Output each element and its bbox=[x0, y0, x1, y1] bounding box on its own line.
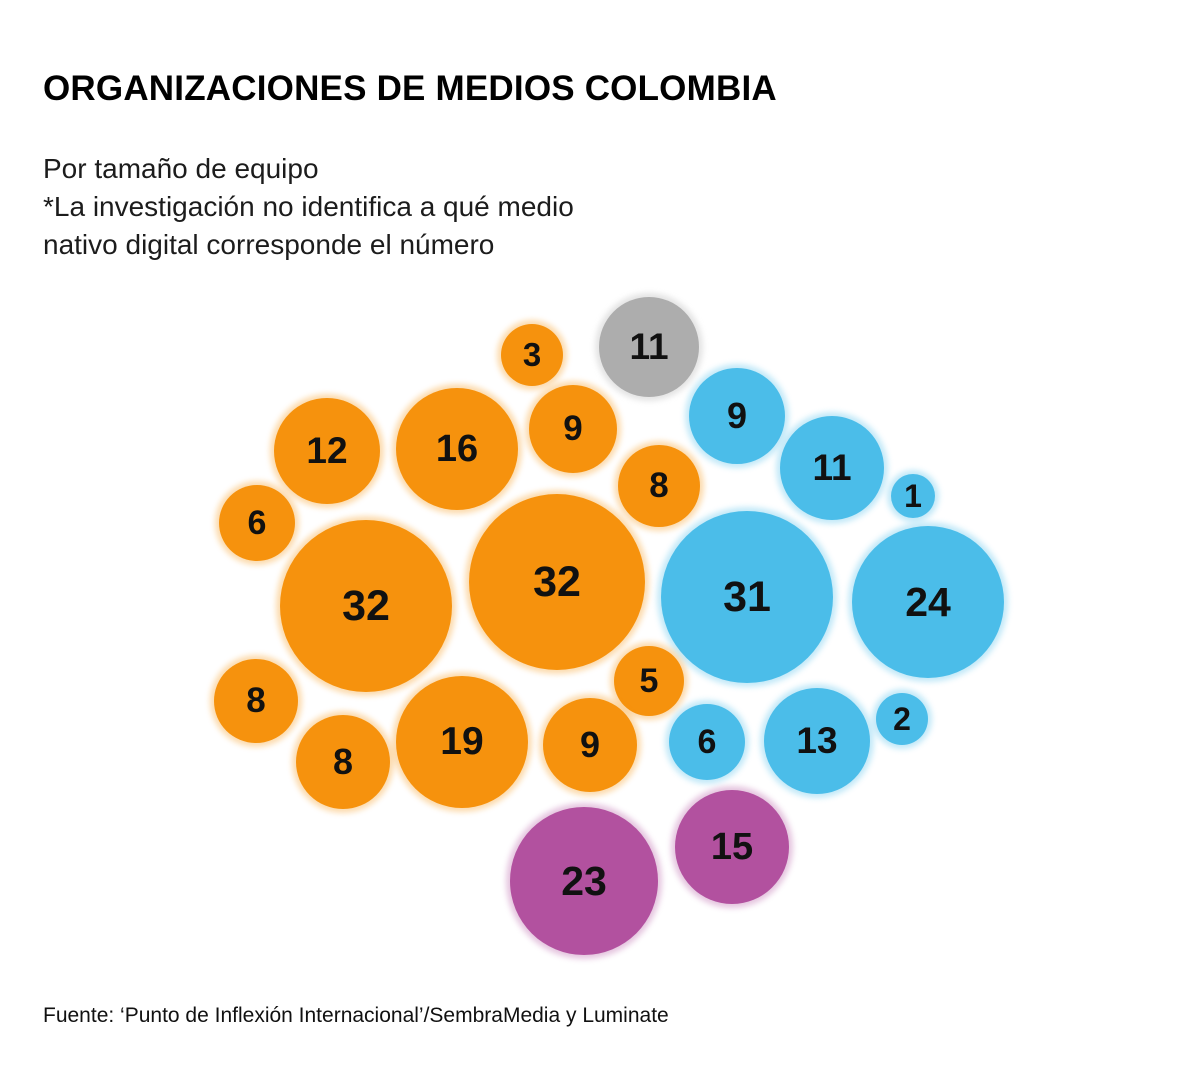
bubble-orange-5: 5 bbox=[614, 646, 684, 716]
bubble-gray-11: 11 bbox=[599, 297, 699, 397]
bubble-orange-32: 32 bbox=[469, 494, 645, 670]
bubble-orange-9: 9 bbox=[529, 385, 617, 473]
bubble-orange-16: 16 bbox=[396, 388, 518, 510]
bubble-blue-31: 31 bbox=[661, 511, 833, 683]
bubble-blue-2: 2 bbox=[876, 693, 928, 745]
bubble-orange-9: 9 bbox=[543, 698, 637, 792]
subtitle-block: Por tamaño de equipo *La investigación n… bbox=[43, 150, 574, 264]
bubble-orange-8: 8 bbox=[618, 445, 700, 527]
subtitle-line-2: *La investigación no identifica a qué me… bbox=[43, 191, 574, 222]
bubble-blue-6: 6 bbox=[669, 704, 745, 780]
bubble-orange-8: 8 bbox=[296, 715, 390, 809]
bubble-blue-1: 1 bbox=[891, 474, 935, 518]
bubble-orange-6: 6 bbox=[219, 485, 295, 561]
bubble-orange-8: 8 bbox=[214, 659, 298, 743]
bubble-purple-15: 15 bbox=[675, 790, 789, 904]
bubble-orange-19: 19 bbox=[396, 676, 528, 808]
bubble-purple-23: 23 bbox=[510, 807, 658, 955]
bubble-orange-12: 12 bbox=[274, 398, 380, 504]
page-title: ORGANIZACIONES DE MEDIOS COLOMBIA bbox=[43, 69, 777, 109]
bubble-orange-32: 32 bbox=[280, 520, 452, 692]
bubble-blue-24: 24 bbox=[852, 526, 1004, 678]
subtitle-line-1: Por tamaño de equipo bbox=[43, 153, 319, 184]
bubble-blue-11: 11 bbox=[780, 416, 884, 520]
bubble-orange-3: 3 bbox=[501, 324, 563, 386]
bubble-blue-13: 13 bbox=[764, 688, 870, 794]
source-attribution: Fuente: ‘Punto de Inflexión Internaciona… bbox=[43, 1004, 669, 1027]
bubble-blue-9: 9 bbox=[689, 368, 785, 464]
subtitle-line-3: nativo digital corresponde el número bbox=[43, 229, 495, 260]
